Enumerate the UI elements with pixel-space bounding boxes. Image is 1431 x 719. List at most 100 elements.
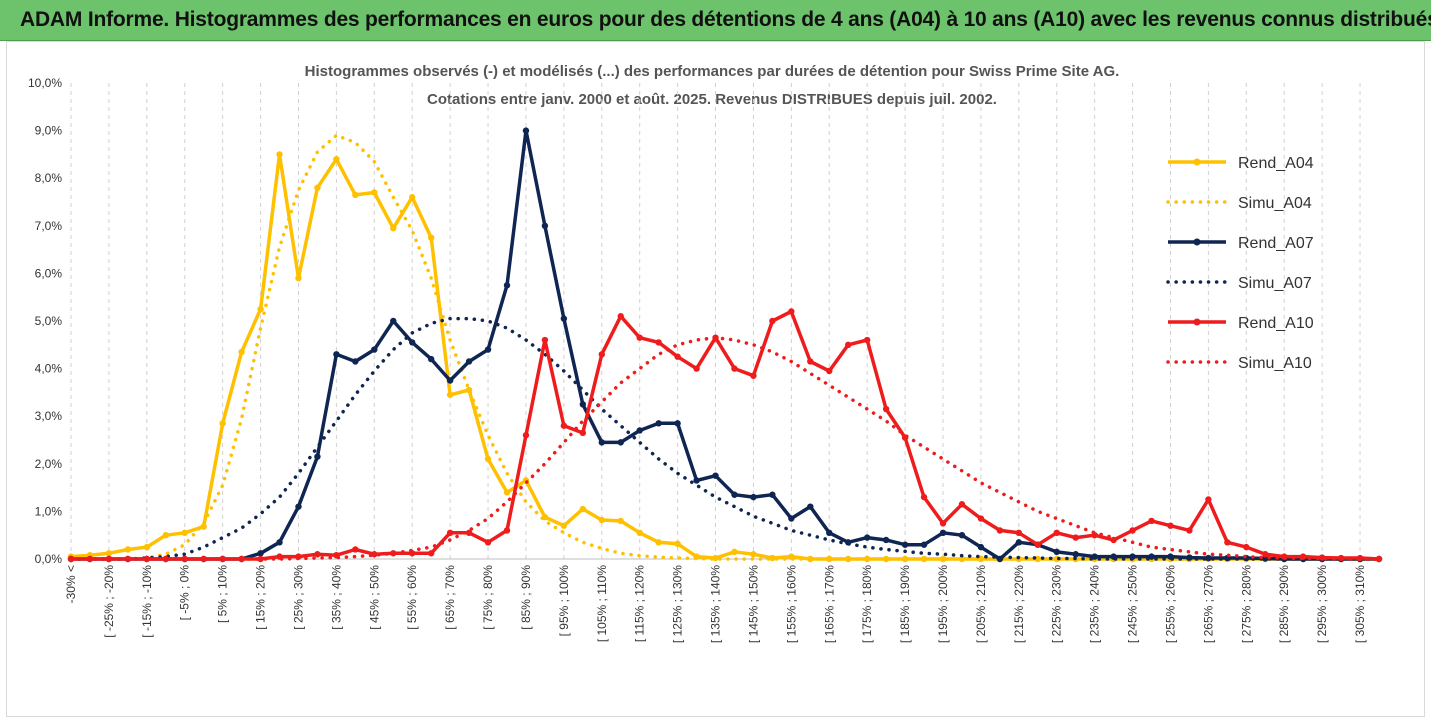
point-rend_a10 [958, 501, 966, 508]
point-rend_a07 [390, 317, 397, 325]
point-rend_a10 [1167, 522, 1174, 529]
x-tick-label: [ 115% ; 120% [633, 565, 647, 642]
x-tick-label: [ 205% ; 210% [974, 565, 988, 643]
point-rend_a04 [371, 189, 378, 196]
point-rend_a07 [295, 503, 302, 510]
series-line-rend_a07 [71, 128, 1379, 561]
point-rend_a07 [901, 541, 909, 548]
y-tick-label: 8,0% [35, 171, 63, 185]
point-rend_a07 [674, 420, 681, 427]
x-tick-label: [ 95% ; 100% [557, 565, 571, 637]
legend-label-rend_a07: Rend_A07 [1238, 235, 1314, 252]
point-rend_a07 [693, 477, 700, 484]
point-rend_a10 [788, 308, 795, 315]
point-rend_a04 [352, 191, 359, 199]
legend-label-rend_a04: Rend_A04 [1238, 155, 1314, 172]
y-tick-label: 6,0% [35, 266, 63, 280]
point-rend_a10 [996, 527, 1004, 534]
point-rend_a07 [958, 532, 966, 539]
point-rend_a04 [579, 505, 587, 513]
point-rend_a07 [333, 351, 340, 358]
x-tick-label: [ -5% ; 0% [178, 565, 192, 621]
point-rend_a10 [257, 555, 264, 563]
point-rend_a04 [826, 555, 833, 563]
x-tick-label: [ 55% ; 60% [405, 565, 419, 630]
x-tick-label: [ 165% ; 170% [822, 565, 836, 643]
point-rend_a04 [655, 539, 662, 546]
point-rend_a10 [674, 353, 681, 360]
point-rend_a07 [920, 541, 928, 548]
x-tick-label: [ 45% ; 50% [367, 565, 381, 630]
point-rend_a10 [465, 529, 473, 537]
point-rend_a10 [920, 493, 928, 501]
point-rend_a07 [617, 439, 624, 446]
point-rend_a10 [105, 555, 113, 563]
x-tick-label: [ -15% ; -10% [140, 565, 154, 638]
x-tick-label: [ 155% ; 160% [784, 565, 798, 643]
point-rend_a10 [882, 405, 890, 413]
point-rend_a04 [427, 234, 435, 241]
point-rend_a04 [333, 155, 340, 163]
point-rend_a04 [409, 194, 416, 201]
legend-marker-rend_a07 [1193, 238, 1201, 246]
series-line-simu_a10 [69, 335, 1381, 561]
point-rend_a04 [617, 517, 624, 525]
y-tick-label: 3,0% [35, 409, 63, 423]
point-rend_a04 [882, 555, 890, 563]
x-tick-label: [ 145% ; 150% [746, 565, 760, 643]
point-rend_a04 [238, 348, 245, 356]
point-rend_a07 [352, 358, 359, 365]
point-rend_a04 [750, 551, 757, 558]
point-rend_a10 [200, 555, 207, 563]
point-rend_a07 [1205, 554, 1212, 562]
point-rend_a10 [503, 527, 511, 534]
point-rend_a10 [1318, 554, 1326, 561]
point-rend_a10 [1224, 539, 1231, 546]
x-tick-label: [ 255% ; 260% [1163, 565, 1177, 643]
x-tick-label: [ 25% ; 30% [291, 565, 305, 630]
point-rend_a10 [1072, 534, 1079, 541]
point-rend_a04 [162, 532, 169, 539]
point-rend_a10 [162, 555, 169, 563]
x-tick-label: [ 215% ; 220% [1012, 565, 1026, 643]
point-rend_a04 [295, 274, 302, 282]
point-rend_a10 [371, 551, 378, 558]
x-tick-label: [ 135% ; 140% [709, 565, 723, 643]
point-rend_a10 [1129, 527, 1136, 534]
point-rend_a07 [522, 127, 530, 134]
point-rend_a10 [1262, 551, 1269, 558]
point-rend_a10 [1205, 496, 1212, 503]
point-rend_a10 [693, 365, 700, 372]
point-rend_a10 [807, 358, 814, 365]
point-rend_a07 [1148, 553, 1155, 560]
series-line-rend_a10 [71, 309, 1380, 561]
point-rend_a10 [1186, 527, 1193, 534]
x-tick-label: [ 175% ; 180% [860, 565, 874, 643]
point-rend_a10 [863, 336, 871, 344]
legend-marker-rend_a10 [1193, 318, 1201, 326]
point-rend_a07 [712, 472, 719, 479]
point-rend_a04 [446, 391, 454, 398]
point-rend_a07 [807, 503, 814, 510]
point-rend_a04 [219, 420, 226, 427]
point-rend_a07 [579, 401, 587, 408]
y-tick-label: 5,0% [35, 314, 63, 328]
x-tick-label: [ 295% ; 300% [1315, 565, 1329, 643]
y-tick-label: 10,0% [28, 76, 62, 90]
point-rend_a07 [371, 346, 378, 353]
x-tick-label: [ 245% ; 250% [1126, 565, 1140, 643]
point-rend_a07 [977, 543, 985, 551]
point-rend_a04 [560, 522, 568, 529]
point-rend_a04 [124, 546, 132, 553]
point-rend_a04 [731, 548, 738, 556]
point-rend_a07 [882, 536, 890, 544]
point-rend_a10 [731, 365, 738, 372]
y-tick-label: 4,0% [35, 362, 63, 376]
point-rend_a10 [769, 317, 776, 325]
x-tick-label: [ 265% ; 270% [1201, 565, 1215, 643]
point-rend_a04 [200, 523, 207, 530]
point-rend_a10 [86, 555, 94, 563]
x-tick-label: -30% < [64, 565, 78, 603]
point-rend_a10 [826, 367, 833, 375]
